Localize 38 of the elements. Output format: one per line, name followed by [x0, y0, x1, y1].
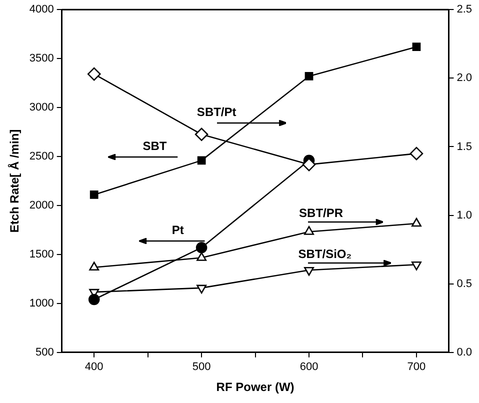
y2-tick-label: 1.0 — [456, 209, 472, 222]
x-tick-label: 400 — [84, 361, 104, 374]
point — [194, 128, 208, 142]
point — [304, 72, 314, 80]
y2-tick-label: 2.0 — [456, 72, 472, 84]
point — [411, 261, 422, 270]
y2-tick-label: 0.0 — [456, 346, 472, 358]
y-tick-label: 1500 — [29, 248, 54, 260]
x-tick-label: 600 — [300, 361, 318, 374]
x-axis-title: RF Power (W) — [216, 380, 294, 394]
point — [87, 67, 101, 81]
point — [410, 146, 424, 160]
y-tick-label: 4000 — [29, 4, 54, 16]
point — [88, 294, 100, 306]
point — [196, 242, 208, 254]
y2-tick-label: 2.5 — [456, 4, 472, 16]
series-label: SBT/PR — [299, 206, 344, 220]
y-tick-label: 3500 — [29, 52, 54, 65]
point — [90, 190, 98, 199]
series-label: SBT/SiO₂ — [298, 247, 352, 262]
series-label: SBT — [142, 139, 168, 154]
y-tick-label: 3000 — [29, 102, 54, 114]
point — [197, 156, 206, 165]
x-tick-label: 500 — [192, 361, 211, 374]
point — [196, 284, 207, 294]
y-tick-label: 2000 — [29, 200, 54, 212]
x-tick-label: 700 — [407, 361, 426, 374]
point — [412, 42, 421, 52]
point — [304, 266, 314, 276]
y-axis-title: Etch Rate[ Å /min] — [8, 129, 22, 233]
y2-tick-label: 1.5 — [456, 140, 472, 153]
y-tick-label: 500 — [36, 346, 54, 358]
series-label: SBT/Pt — [196, 104, 236, 119]
point — [302, 158, 316, 172]
series-label: Pt — [172, 223, 184, 238]
y-tick-label: 2500 — [29, 150, 54, 163]
y2-tick-label: 0.5 — [456, 278, 472, 290]
y-tick-label: 1000 — [29, 297, 54, 310]
